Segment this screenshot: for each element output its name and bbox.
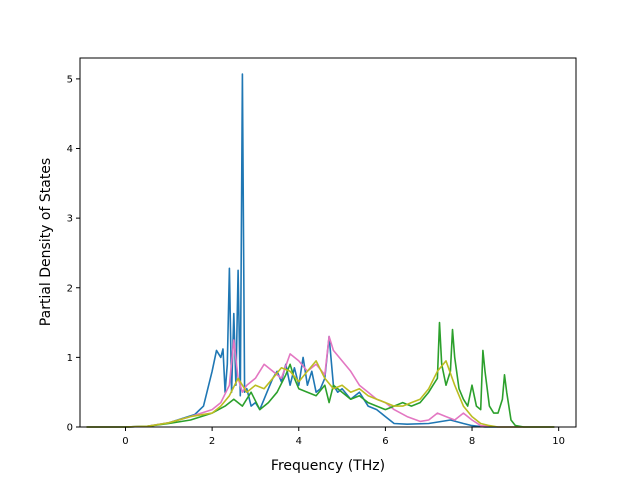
x-axis-label: Frequency (THz) <box>271 458 385 474</box>
y-axis-label: Partial Density of States <box>38 158 54 326</box>
y-tick-label: 4 <box>67 144 73 155</box>
series-line-2 <box>86 335 555 428</box>
y-tick-label: 3 <box>67 214 73 225</box>
y-tick-label: 0 <box>67 423 73 434</box>
y-tick-label: 5 <box>67 74 73 85</box>
x-tick-label: 2 <box>209 436 215 447</box>
y-tick-label: 2 <box>67 283 73 294</box>
series-line-3 <box>86 321 555 428</box>
plot-lines <box>86 73 555 428</box>
series-line-4 <box>86 360 555 428</box>
series-line-1 <box>86 73 555 428</box>
x-tick-label: 0 <box>122 436 128 447</box>
x-tick-label: 8 <box>469 436 475 447</box>
x-tick-label: 4 <box>296 436 302 447</box>
y-axis-ticks: 0 1 2 3 4 5 <box>67 74 80 434</box>
axes-frame <box>79 57 577 428</box>
x-axis-ticks: 0 2 4 6 8 10 <box>122 427 565 447</box>
x-tick-label: 10 <box>552 436 565 447</box>
y-tick-label: 1 <box>67 353 73 364</box>
x-tick-label: 6 <box>382 436 388 447</box>
